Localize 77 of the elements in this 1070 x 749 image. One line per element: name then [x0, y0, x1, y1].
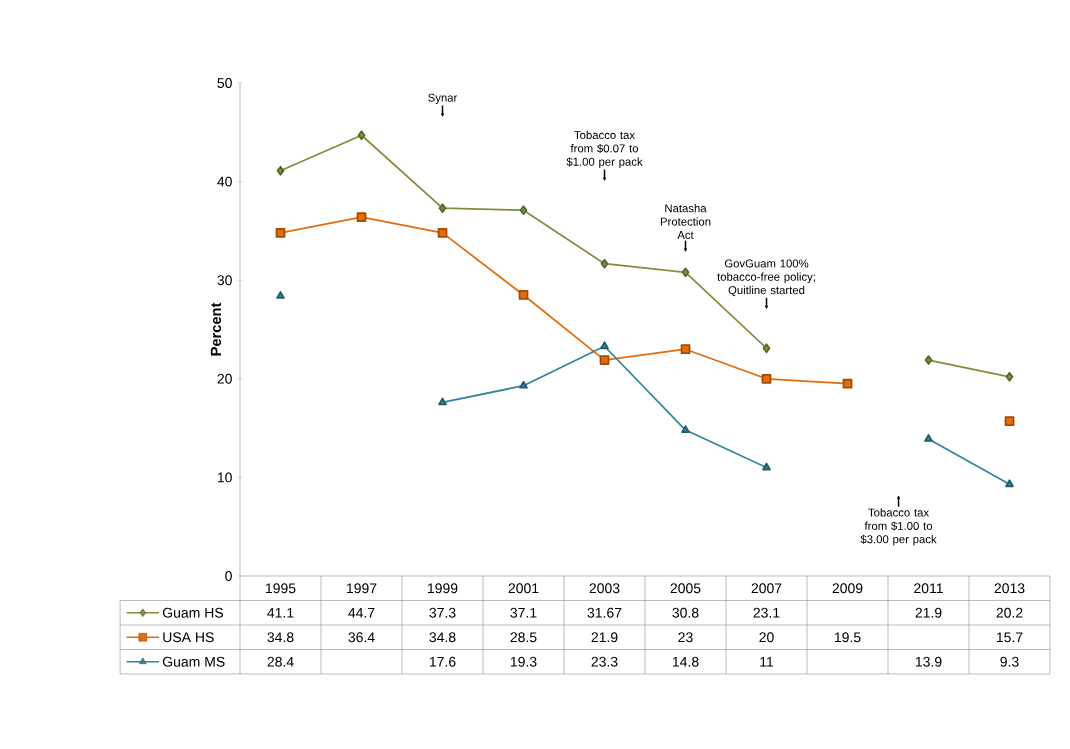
- point: [1004, 416, 1015, 427]
- data-label: 17.6: [429, 656, 456, 667]
- point: [519, 380, 528, 389]
- data-label: 37.1: [510, 607, 537, 618]
- data-label: 9.3: [1000, 656, 1019, 667]
- data-label: 28.5: [510, 632, 537, 643]
- x-tick-label: 1999: [428, 583, 458, 594]
- point: [357, 130, 366, 141]
- point: [519, 205, 528, 216]
- y-axis-title: Percent: [210, 302, 222, 356]
- point: [438, 397, 447, 406]
- point: [681, 267, 690, 278]
- y-tick-label: 0: [225, 571, 232, 581]
- data-label: 19.5: [834, 632, 861, 643]
- point: [275, 228, 286, 238]
- point: [518, 290, 529, 300]
- data-label: 13.9: [915, 656, 942, 667]
- legend-label: Guam HS: [162, 607, 224, 618]
- annotation: Tobacco tax from $0.07 to $1.00 per pack: [566, 130, 643, 168]
- point: [276, 165, 285, 176]
- point: [600, 341, 609, 350]
- data-label: 37.3: [429, 607, 456, 618]
- data-label: 30.8: [672, 607, 699, 618]
- data-label: 20.2: [996, 607, 1023, 618]
- point: [842, 378, 853, 389]
- data-label: 11: [760, 656, 774, 667]
- data-label: 14.8: [672, 656, 699, 667]
- data-label: 20: [759, 632, 774, 643]
- data-label: 23.1: [753, 607, 780, 618]
- data-label: 34.8: [429, 632, 456, 643]
- annotation: Synar: [428, 93, 458, 104]
- data-label: 19.3: [510, 656, 537, 667]
- data-label: 28.4: [267, 656, 294, 667]
- point: [762, 343, 771, 354]
- point: [680, 344, 691, 355]
- data-label: 44.7: [348, 607, 375, 618]
- x-tick-label: 2007: [751, 583, 782, 594]
- point: [1005, 479, 1014, 488]
- data-label: 15.7: [996, 632, 1023, 643]
- x-tick-label: 2009: [832, 583, 863, 594]
- x-tick-label: 2005: [670, 583, 701, 594]
- point: [600, 258, 609, 269]
- y-tick-label: 30: [217, 275, 232, 286]
- x-tick-label: 2003: [589, 583, 620, 594]
- data-label: 23.3: [591, 656, 618, 667]
- point: [681, 425, 690, 433]
- point: [356, 212, 367, 222]
- point: [437, 228, 448, 238]
- point: [1005, 371, 1014, 382]
- x-tick-label: 1995: [266, 583, 296, 594]
- annotation: Natasha Protection Act: [660, 204, 711, 239]
- annotation: Tobacco tax from $1.00 to $3.00 per pack: [860, 508, 937, 546]
- data-label: 41.1: [267, 607, 294, 618]
- x-tick-label: 2011: [914, 583, 943, 594]
- y-tick-label: 50: [217, 78, 232, 88]
- point: [599, 355, 610, 365]
- x-tick-label: 2001: [508, 583, 539, 594]
- x-tick-label: 2013: [994, 583, 1025, 594]
- point: [438, 203, 447, 214]
- point: [762, 462, 771, 471]
- point: [924, 434, 933, 442]
- data-label: 31.67: [587, 607, 622, 618]
- data-label: 36.4: [348, 632, 375, 643]
- legend-label: Guam MS: [162, 656, 225, 667]
- point: [924, 355, 933, 365]
- y-tick-label: 40: [217, 176, 232, 187]
- y-tick-label: 10: [217, 472, 232, 483]
- y-tick-label: 20: [217, 373, 232, 384]
- annotation: GovGuam 100% tobacco-free policy; Quitline started: [717, 259, 815, 297]
- legend-label: USA HS: [163, 632, 214, 643]
- point: [761, 373, 772, 384]
- point: [276, 291, 285, 299]
- data-label: 21.9: [591, 632, 618, 643]
- x-tick-label: 1997: [347, 583, 377, 594]
- data-label: 34.8: [267, 632, 294, 643]
- data-label: 23: [678, 632, 693, 643]
- data-label: 21.9: [915, 607, 942, 618]
